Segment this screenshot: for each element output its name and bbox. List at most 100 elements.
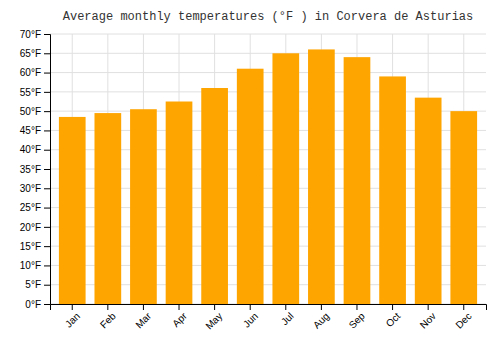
x-tick-mark [463, 304, 464, 310]
x-tick-mark [285, 304, 286, 310]
x-axis-line [51, 305, 487, 311]
y-tick-mark [44, 227, 50, 228]
x-tick-mark [356, 304, 357, 310]
x-tick: Apr [170, 304, 189, 329]
y-tick-mark [44, 53, 50, 54]
y-axis-line [44, 35, 51, 305]
bar [237, 69, 264, 304]
x-tick-mark [321, 304, 322, 310]
x-tick: Jun [241, 304, 260, 330]
x-tick-mark [107, 304, 108, 310]
y-tick-mark [44, 285, 50, 286]
y-tick-label: 65°F [20, 48, 41, 59]
y-grid-line [50, 72, 486, 73]
y-tick-mark [44, 34, 50, 35]
y-tick-mark [44, 304, 50, 305]
y-tick-mark [44, 92, 50, 93]
y-tick-label: 15°F [20, 241, 41, 252]
x-tick-mark [179, 304, 180, 310]
y-grid-line [50, 34, 486, 35]
y-tick: 10°F [20, 260, 50, 271]
y-tick: 35°F [20, 164, 50, 175]
y-tick: 20°F [20, 222, 50, 233]
plot: 0°F 5°F 10°F 15°F 20°F 25°F 30°F 35°F 40°F 45°F 50… [20, 29, 487, 332]
bar [201, 88, 228, 304]
x-tick-label: Feb [98, 310, 118, 330]
y-tick-label: 20°F [20, 222, 41, 233]
y-tick: 55°F [20, 87, 50, 98]
y-tick: 50°F [20, 106, 50, 117]
y-tick-label: 45°F [20, 125, 41, 136]
x-tick-label: Oct [384, 310, 403, 329]
x-tick-label: Jun [241, 310, 260, 329]
y-tick: 70°F [20, 29, 50, 40]
y-tick-label: 0°F [25, 299, 41, 310]
x-tick: Jul [279, 304, 296, 327]
x-tick-mark [214, 304, 215, 310]
x-tick: Jan [63, 304, 82, 330]
y-tick: 60°F [20, 67, 50, 78]
bar [308, 49, 335, 304]
y-tick-mark [44, 150, 50, 151]
y-tick-label: 40°F [20, 144, 41, 155]
bar [415, 98, 442, 304]
x-tick: Sep [347, 304, 368, 331]
y-tick-label: 30°F [20, 183, 41, 194]
y-tick-mark [44, 265, 50, 266]
y-tick-label: 55°F [20, 87, 41, 98]
x-tick-label: Nov [418, 310, 438, 330]
bar [272, 53, 299, 304]
bar [59, 117, 86, 304]
x-tick-label: Aug [311, 310, 331, 330]
x-tick-label: Mar [133, 310, 153, 330]
y-tick: 25°F [20, 202, 50, 213]
bar [450, 111, 477, 304]
bar [94, 113, 121, 304]
x-tick-label: Sep [347, 310, 368, 331]
x-tick-mark [72, 304, 73, 310]
y-tick-mark [44, 169, 50, 170]
bar [166, 102, 193, 305]
x-tick: Dec [453, 304, 473, 331]
x-axis: Jan Feb Mar Apr May Jun Jul Aug Sep Oct Nov Dec [51, 304, 487, 332]
bar [344, 57, 371, 304]
y-tick: 0°F [25, 299, 50, 310]
y-tick-label: 50°F [20, 106, 41, 117]
y-tick-label: 5°F [25, 279, 41, 290]
y-tick-mark [44, 73, 50, 74]
y-axis: 0°F 5°F 10°F 15°F 20°F 25°F 30°F 35°F 40°F 45°F 50… [20, 29, 51, 310]
y-tick-label: 25°F [20, 202, 41, 213]
y-tick-label: 60°F [20, 67, 41, 78]
x-tick: Aug [311, 304, 331, 331]
y-tick-mark [44, 208, 50, 209]
y-tick-mark [44, 246, 50, 247]
x-tick: Mar [133, 304, 153, 330]
y-tick-mark [44, 130, 50, 131]
title: Average monthly temperatures (°F ) in Co… [63, 10, 473, 24]
x-tick: May [203, 304, 224, 332]
grid [50, 34, 486, 304]
y-tick-mark [44, 111, 50, 112]
bar [379, 76, 406, 304]
x-tick: Nov [418, 304, 438, 331]
x-tick: Oct [384, 304, 403, 329]
x-tick-label: May [203, 310, 224, 331]
y-tick: 30°F [20, 183, 50, 194]
x-tick-mark [428, 304, 429, 310]
x-tick: Feb [98, 304, 118, 330]
y-grid-line [50, 53, 486, 54]
y-tick-label: 35°F [20, 164, 41, 175]
x-tick-mark [392, 304, 393, 310]
y-tick-label: 10°F [20, 260, 41, 271]
y-tick-label: 70°F [20, 29, 41, 40]
bar [130, 109, 157, 304]
y-tick-mark [44, 188, 50, 189]
y-tick: 15°F [20, 241, 50, 252]
x-tick-label: Apr [170, 310, 189, 329]
x-tick-label: Jan [63, 310, 82, 329]
x-tick-mark [143, 304, 144, 310]
y-tick: 40°F [20, 144, 50, 155]
y-tick: 5°F [25, 279, 50, 290]
y-tick: 45°F [20, 125, 50, 136]
x-tick-label: Jul [279, 310, 296, 327]
